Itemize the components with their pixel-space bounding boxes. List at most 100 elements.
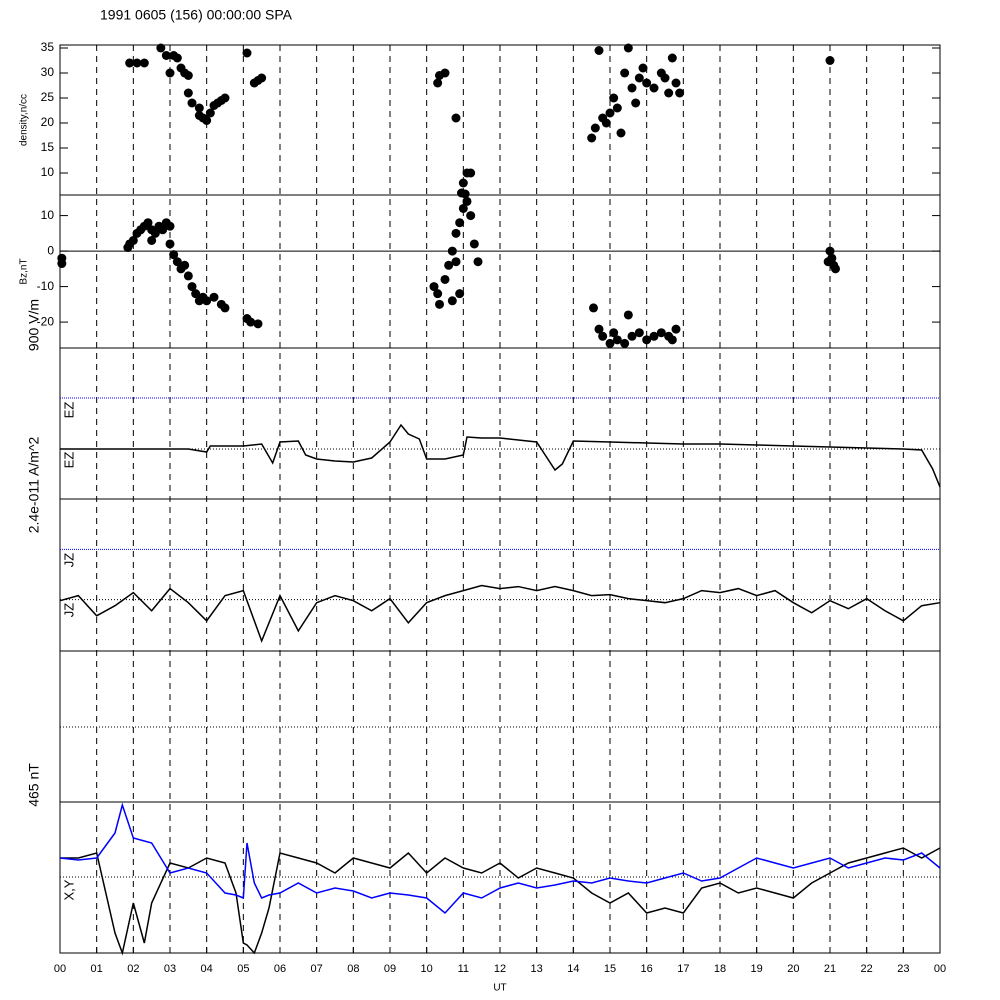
data-point xyxy=(451,257,461,267)
data-point xyxy=(620,338,630,348)
data-point xyxy=(466,168,476,178)
panel-label: JZ xyxy=(61,603,76,618)
data-line xyxy=(59,584,941,644)
data-point xyxy=(623,43,633,53)
x-tick-label: 10 xyxy=(421,963,433,975)
y-tick-label: -20 xyxy=(37,314,55,328)
data-point xyxy=(587,133,597,143)
data-point xyxy=(246,317,256,327)
x-tick-label: 08 xyxy=(347,963,359,975)
data-point xyxy=(598,331,608,341)
x-tick-label: 19 xyxy=(751,963,763,975)
data-point xyxy=(656,328,666,338)
data-point xyxy=(675,88,685,98)
data-point xyxy=(620,68,630,78)
data-point xyxy=(220,303,230,313)
x-tick-label: 17 xyxy=(677,963,689,975)
data-point xyxy=(253,319,263,329)
data-point xyxy=(433,289,443,299)
data-point xyxy=(183,71,193,80)
data-point xyxy=(649,331,659,341)
x-tick-label: 21 xyxy=(824,963,836,975)
data-point xyxy=(469,239,479,249)
data-point xyxy=(605,108,615,118)
y-tick-label: -10 xyxy=(37,279,55,293)
x-tick-label: 20 xyxy=(787,963,799,975)
data-point xyxy=(202,116,212,125)
data-point xyxy=(125,58,135,68)
y-tick-label: 35 xyxy=(41,40,55,54)
x-tick-label: 14 xyxy=(567,963,579,975)
x-tick-label: 12 xyxy=(494,963,506,975)
x-tick-label: 13 xyxy=(531,963,543,975)
data-point xyxy=(473,257,483,267)
data-point xyxy=(165,68,175,78)
data-point xyxy=(616,128,626,138)
y-tick-label: 10 xyxy=(41,165,55,179)
data-point xyxy=(444,260,454,270)
data-point xyxy=(172,257,182,267)
panel-label: EZ xyxy=(61,452,76,469)
x-tick-label: 15 xyxy=(604,963,616,975)
data-point xyxy=(257,73,267,83)
data-point xyxy=(435,299,444,309)
y-tick-label: 30 xyxy=(41,65,55,79)
data-point xyxy=(590,123,600,133)
data-point xyxy=(660,73,670,83)
panel-label: 465 nT xyxy=(26,763,42,807)
x-tick-label: 01 xyxy=(91,963,103,975)
data-point xyxy=(642,78,652,88)
panel-label: EZ xyxy=(61,402,76,419)
data-point xyxy=(57,259,67,269)
x-tick-label: 11 xyxy=(458,963,469,975)
data-line xyxy=(60,423,941,488)
data-point xyxy=(147,235,157,245)
x-tick-label: 00 xyxy=(934,963,946,975)
data-point xyxy=(460,189,470,199)
data-line xyxy=(59,802,941,915)
data-point xyxy=(825,56,835,65)
data-point xyxy=(242,48,252,58)
data-point xyxy=(183,271,193,281)
y-axis-label: Bz,nT xyxy=(19,258,30,284)
data-point xyxy=(158,225,168,235)
x-tick-label: 22 xyxy=(861,963,873,975)
x-tick-label: 23 xyxy=(897,963,909,975)
data-point xyxy=(612,103,622,113)
x-axis-label: UT xyxy=(493,983,506,994)
data-point xyxy=(128,235,138,245)
data-point xyxy=(466,211,476,221)
data-point xyxy=(458,178,468,188)
data-point xyxy=(447,296,457,306)
data-point xyxy=(623,310,633,320)
data-point xyxy=(594,46,604,55)
y-tick-label: 20 xyxy=(41,115,55,129)
chart-title: 1991 0605 (156) 00:00:00 SPA xyxy=(100,7,293,23)
data-point xyxy=(187,282,197,292)
data-point xyxy=(191,289,201,299)
data-point xyxy=(143,218,153,228)
data-point xyxy=(156,43,166,53)
data-point xyxy=(187,98,197,108)
data-point xyxy=(194,103,204,113)
data-point xyxy=(220,93,230,103)
data-point xyxy=(139,58,149,68)
x-tick-label: 09 xyxy=(384,963,396,975)
data-point xyxy=(161,51,171,60)
data-point xyxy=(634,73,644,83)
data-point xyxy=(433,78,443,88)
x-tick-label: 00 xyxy=(54,963,66,975)
data-point xyxy=(451,113,461,123)
y-tick-label: 0 xyxy=(47,243,54,257)
data-point xyxy=(601,118,611,128)
data-point xyxy=(823,257,833,267)
data-point xyxy=(440,274,450,284)
data-point xyxy=(172,53,182,63)
data-point xyxy=(642,335,652,345)
data-point xyxy=(165,221,175,231)
data-point xyxy=(609,93,619,103)
data-point xyxy=(612,335,622,345)
panel-label: 2.4e-011 A/m^2 xyxy=(26,436,42,533)
data-point xyxy=(627,83,637,93)
data-point xyxy=(634,328,644,338)
